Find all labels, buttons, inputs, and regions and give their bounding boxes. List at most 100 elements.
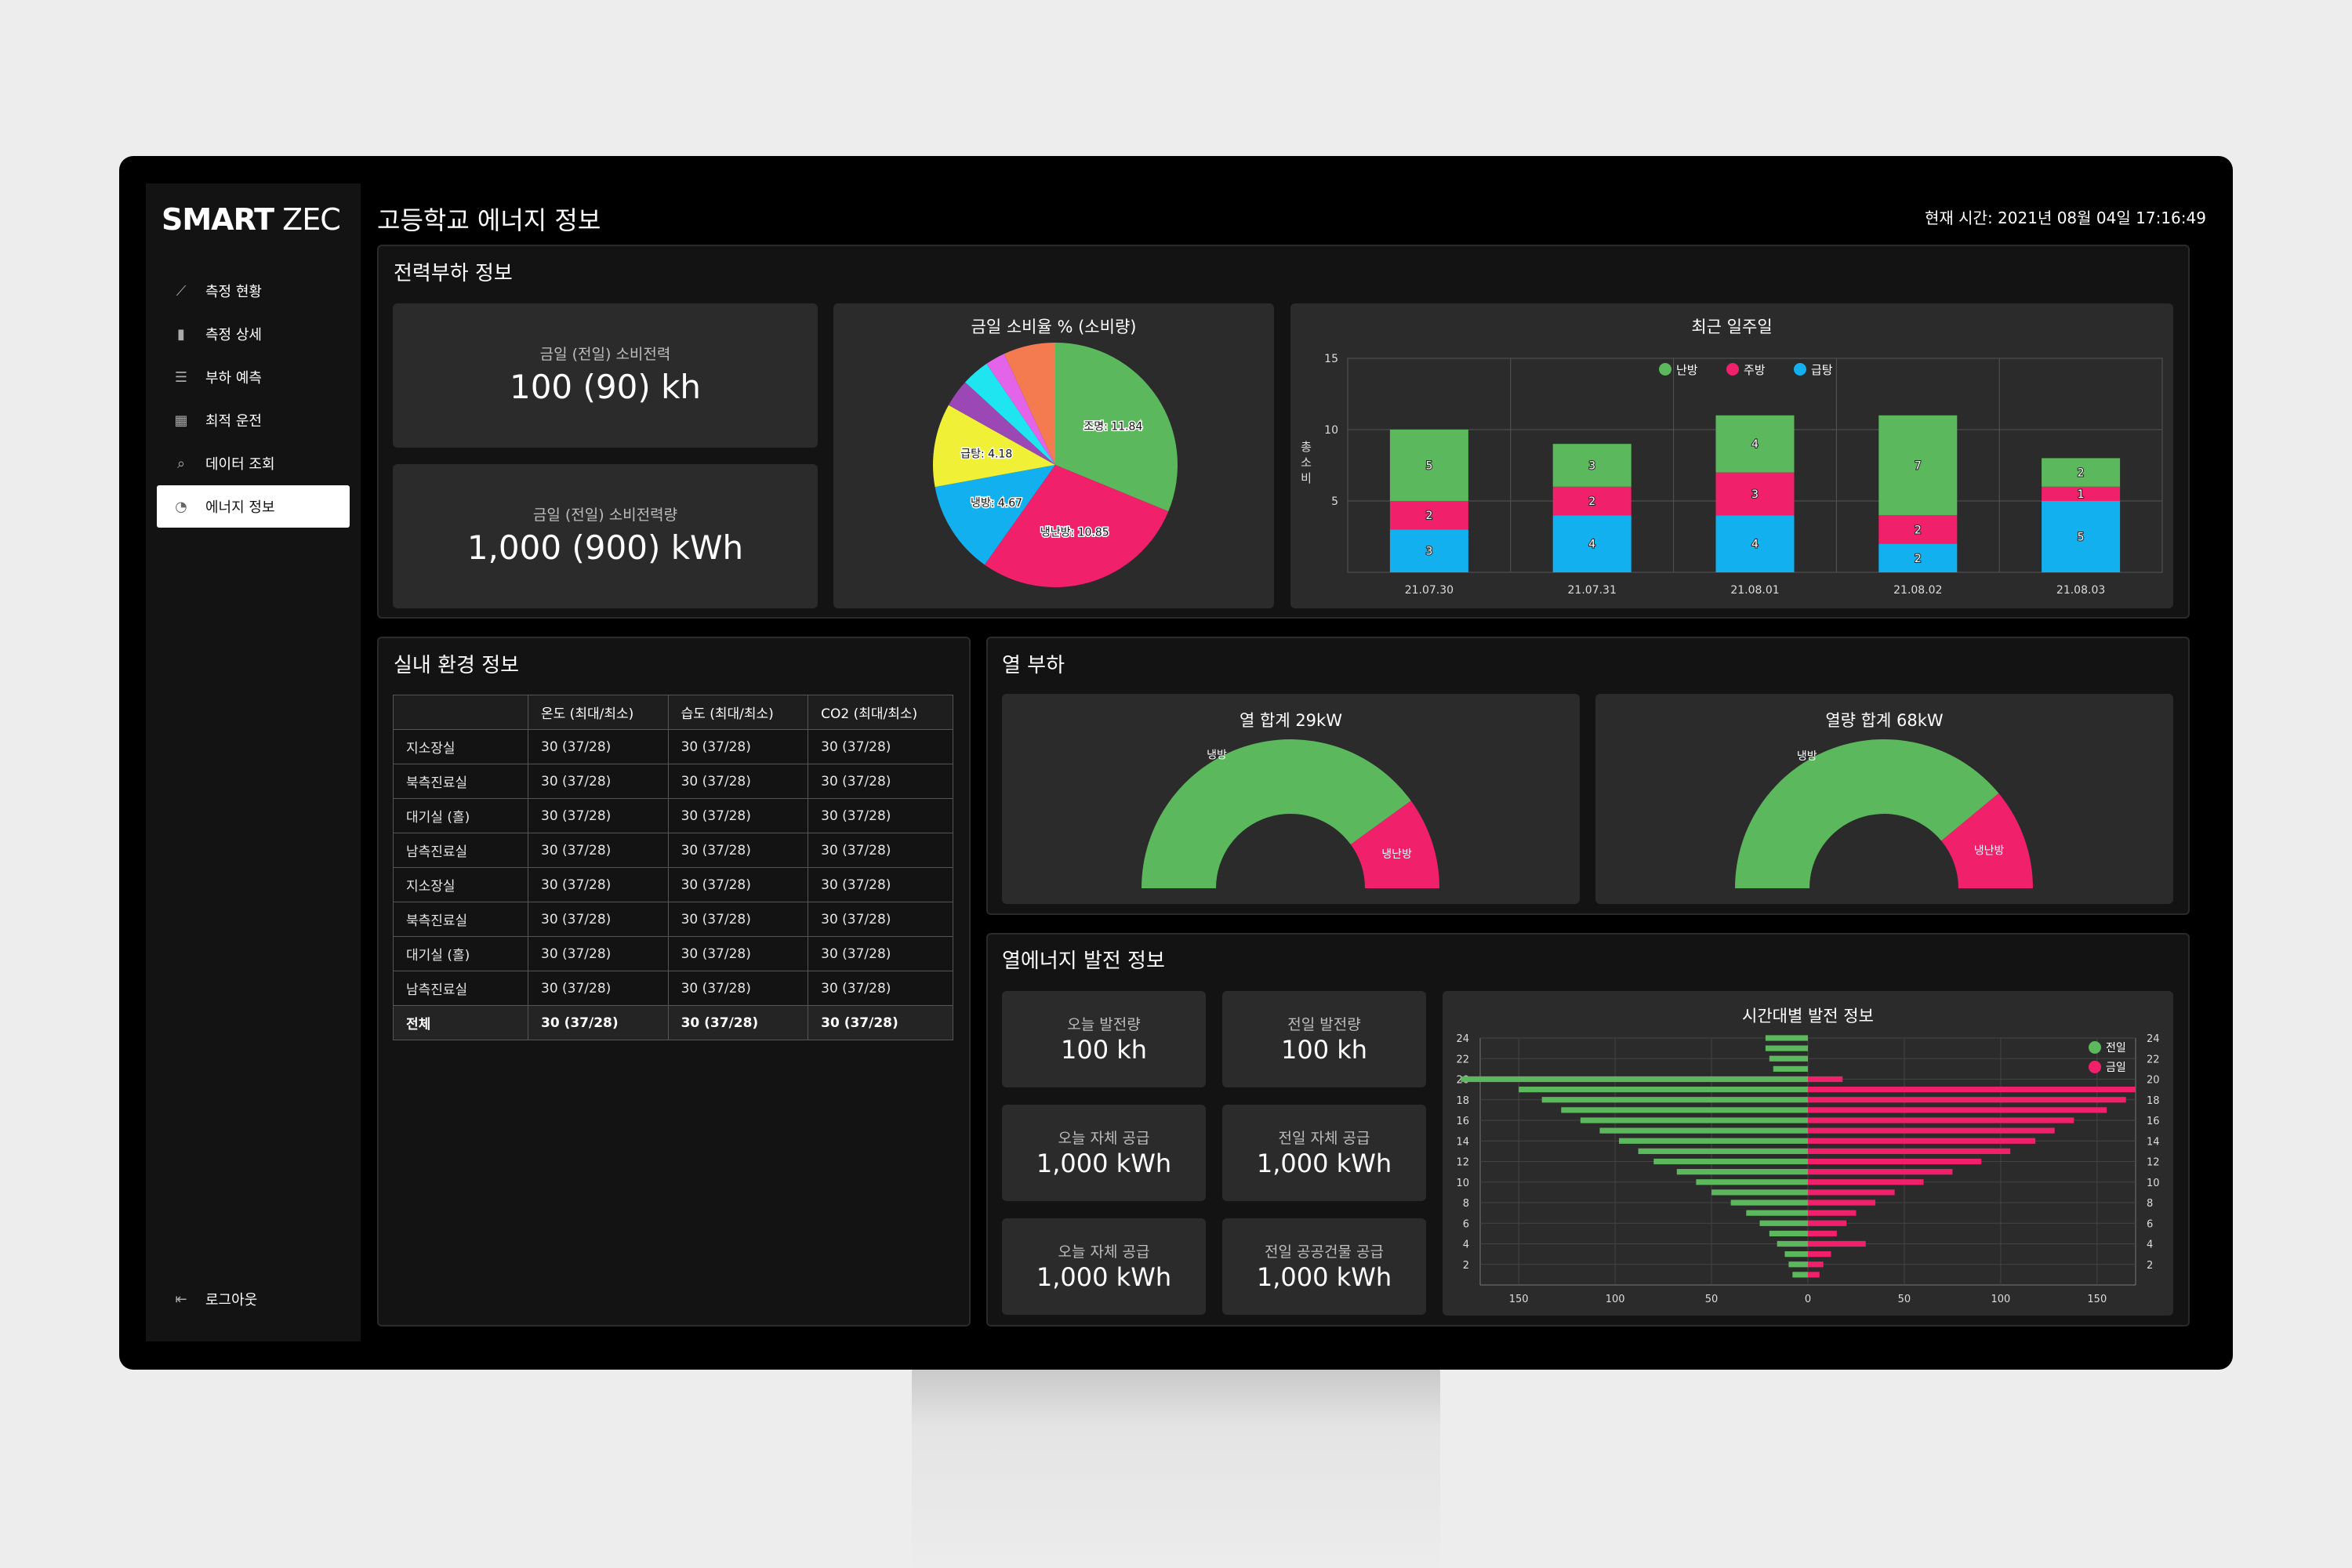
legend-marker: [1794, 363, 1806, 376]
hourly-bar: [1599, 1127, 1808, 1134]
table-cell: 30 (37/28): [808, 1005, 953, 1040]
bar-value-label: 3: [1588, 460, 1595, 473]
hourly-bar: [1808, 1148, 2011, 1154]
hourly-bar: [1792, 1272, 1808, 1278]
hourly-bar: [1808, 1127, 2055, 1134]
nav-item-1[interactable]: ▮ 측정 상세: [157, 313, 350, 355]
monitor-stand: [912, 1367, 1440, 1568]
power-card-label: 금일 (전일) 소비전력: [539, 346, 671, 363]
hourly-bar: [1808, 1189, 1895, 1196]
bar-label-bg: [1423, 543, 1435, 558]
table-cell: 30 (37/28): [528, 798, 669, 833]
indoor-panel-title: 실내 환경 정보: [394, 654, 520, 677]
search-icon: ⌕: [176, 455, 186, 472]
y-tick-label: 8: [1463, 1198, 1469, 1210]
bar-value-label: 4: [1588, 539, 1595, 551]
hourly-bar: [1808, 1076, 1843, 1083]
nav-item-5[interactable]: ◔ 에너지 정보: [157, 485, 350, 528]
gauge-segment: [1735, 739, 1999, 888]
table-cell: 30 (37/28): [528, 764, 669, 799]
generation-card: 오늘 자체 공급 1,000 kWh: [1002, 1105, 1206, 1201]
generation-card-value: 1,000 kWh: [1256, 1149, 1392, 1178]
y-tick-label: 14: [2147, 1136, 2160, 1148]
logout-button[interactable]: ⇤ 로그아웃: [157, 1278, 350, 1320]
pie-title: 금일 소비율 % (소비량): [971, 318, 1137, 336]
hourly-bar: [1808, 1107, 2107, 1113]
gauge-title: 열 합계 29kW: [1240, 711, 1342, 730]
bar-label-bg: [1912, 458, 1924, 473]
energy-card-label: 금일 (전일) 소비전력량: [532, 506, 678, 524]
legend-marker: [2089, 1041, 2101, 1054]
legend-label: 난방: [1676, 363, 1698, 377]
legend-label: 주방: [1744, 363, 1766, 377]
x-tick-label: 100: [1606, 1294, 1625, 1305]
energy-card-value: 1,000 (900) kWh: [466, 528, 744, 567]
table-cell: 30 (37/28): [528, 1005, 669, 1040]
hourly-bar: [1746, 1210, 1808, 1216]
power-card-value: 100 (90) kh: [509, 368, 702, 406]
table-header: CO2 (최대/최소): [808, 695, 953, 730]
bar-label-bg: [1749, 536, 1761, 551]
table-icon: ▦: [174, 412, 188, 429]
power-today-card: 금일 (전일) 소비전력 100 (90) kh: [393, 303, 818, 448]
bar-label-bg: [1912, 550, 1924, 565]
generation-card-label: 오늘 발전량: [1067, 1016, 1141, 1033]
hourly-bar: [1808, 1210, 1857, 1216]
pie-slice: [965, 363, 1055, 465]
y-tick-label: 4: [1463, 1240, 1469, 1251]
bar-label-bg: [1749, 437, 1761, 452]
hourly-bar: [1541, 1097, 1808, 1103]
table-cell: 30 (37/28): [808, 971, 953, 1006]
table-cell: 30 (37/28): [808, 798, 953, 833]
y-tick-label: 16: [2147, 1116, 2160, 1127]
hourly-bar: [1580, 1117, 1808, 1123]
bar-label-bg: [2075, 529, 2087, 544]
bar-label-bg: [2075, 486, 2087, 501]
hourly-bar: [1711, 1189, 1808, 1196]
y-tick-label: 14: [1456, 1136, 1469, 1148]
generation-card-value: 1,000 kWh: [1256, 1262, 1392, 1292]
hourly-bar: [1808, 1138, 2036, 1144]
legend-marker: [2089, 1061, 2101, 1073]
table-row: 남측진료실 30 (37/28) 30 (37/28) 30 (37/28): [393, 833, 953, 868]
nav-item-3[interactable]: ▦ 최적 운전: [157, 399, 350, 441]
nav-item-2[interactable]: ☰ 부하 예측: [157, 356, 350, 398]
pie-card: 금일 소비율 % (소비량) 조명: 11.84 냉난방: 10.85 냉방: 4.…: [833, 303, 1274, 608]
week-bar-chart: 51015총소비32521.07.3042321.07.3143421.08.0…: [1301, 353, 2163, 597]
hourly-bar: [1808, 1179, 1924, 1185]
table-cell: 북측진료실: [393, 764, 528, 799]
nav-item-0[interactable]: ⟋ 측정 현황: [157, 270, 350, 312]
hourly-chart-card: 시간대별 발전 정보 150 100 50 0 50 100 150 2 2 4 4 6 6 8 8 10 10…: [1443, 991, 2173, 1316]
bar-label-bg: [2075, 465, 2087, 480]
table-cell: 30 (37/28): [667, 936, 809, 971]
nav-item-4[interactable]: ⌕ 데이터 조회: [157, 442, 350, 485]
hourly-bar: [1808, 1117, 2074, 1123]
heat-gauge-card-1: 열 합계 29kW 냉방 냉난방: [1002, 694, 1580, 904]
table-row: 북측진료실 30 (37/28) 30 (37/28) 30 (37/28): [393, 902, 953, 937]
nav-item-label: 부하 예측: [205, 370, 262, 387]
logout-icon: ⇤: [175, 1290, 187, 1308]
bar-value-label: 3: [1751, 488, 1759, 501]
table-cell: 30 (37/28): [528, 971, 669, 1006]
hourly-bar: [1765, 1035, 1808, 1041]
table-cell: 30 (37/28): [528, 867, 669, 902]
generation-card-value: 1,000 kWh: [1036, 1262, 1172, 1292]
table-header: 습도 (최대/최소): [667, 695, 809, 730]
table-cell: 대기실 (홀): [393, 936, 528, 971]
heat-load-title: 열 부하: [1002, 654, 1065, 677]
y-axis-label: 소: [1301, 456, 1312, 470]
y-tick-label: 2: [1463, 1260, 1469, 1272]
table-cell: 대기실 (홀): [393, 798, 528, 833]
y-tick-label: 15: [1324, 353, 1338, 365]
y-tick-label: 20: [2147, 1075, 2160, 1087]
bar-value-label: 2: [1915, 524, 1922, 536]
hourly-bar: [1808, 1200, 1876, 1206]
y-tick-label: 10: [2147, 1178, 2160, 1189]
generation-card: 오늘 발전량 100 kh: [1002, 991, 1206, 1087]
bar-chart-icon: ▮: [177, 325, 185, 343]
generation-card-value: 100 kh: [1280, 1035, 1368, 1065]
hourly-bar: [1808, 1097, 2126, 1103]
